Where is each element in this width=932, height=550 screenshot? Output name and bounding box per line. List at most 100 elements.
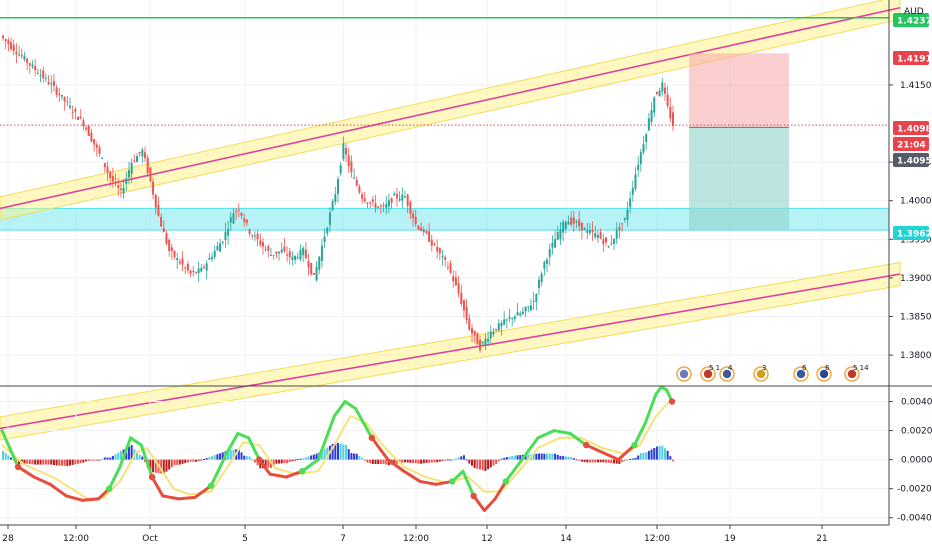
short-position-tool[interactable]: [689, 53, 789, 231]
fast-oscillator-line: [193, 484, 213, 499]
time-axis[interactable]: 28 12:00 Oct 5 7 12:00 12 14 12:00 19 21: [2, 525, 828, 544]
histogram-bar: [36, 459, 39, 465]
histogram-bar: [165, 459, 168, 472]
candle-body: [586, 229, 589, 233]
histogram-bar: [610, 459, 613, 464]
candle-body: [449, 262, 452, 273]
histogram-bar: [66, 459, 69, 467]
candle-body: [111, 176, 114, 182]
oscillator-tick-label: -0.0040: [897, 514, 932, 524]
candle-body: [232, 213, 235, 224]
oscillator-pane[interactable]: [0, 385, 889, 525]
candle-body: [393, 193, 396, 196]
candle-body: [390, 198, 393, 203]
candle-body: [524, 307, 527, 312]
histogram-bar: [425, 459, 428, 463]
crossover-dot: [256, 456, 263, 463]
candle-body: [18, 54, 21, 56]
histogram-bar: [519, 455, 522, 460]
candle-body: [337, 179, 339, 195]
histogram-bar: [401, 459, 404, 463]
candle-body: [294, 255, 297, 261]
candle-body: [85, 127, 88, 130]
candle-body: [326, 227, 329, 234]
histogram-bar: [551, 453, 554, 460]
candle-body: [379, 205, 382, 207]
candle-body: [245, 219, 248, 224]
histogram-bar: [58, 459, 61, 466]
candle-body: [178, 261, 181, 264]
fast-oscillator-line: [129, 436, 143, 447]
histogram-bar: [457, 457, 460, 460]
price-label-tag: [893, 137, 929, 151]
candle-body: [374, 203, 377, 208]
candle-body: [358, 186, 361, 193]
time-tick-label: 14: [560, 534, 572, 544]
candle-body: [170, 247, 173, 252]
candle-body: [138, 152, 141, 154]
time-tick-label: 7: [340, 534, 346, 544]
candle-body: [224, 231, 227, 240]
histogram-bar: [211, 456, 214, 460]
histogram-bar: [144, 459, 147, 463]
candle-body: [471, 328, 473, 334]
histogram-bar: [412, 459, 415, 464]
candle-body: [618, 227, 621, 231]
histogram-bar: [18, 459, 21, 465]
candle-body: [605, 237, 607, 243]
support-zone-rect[interactable]: [0, 208, 889, 231]
time-tick-label: 5: [242, 534, 248, 544]
candle-body: [366, 202, 369, 204]
histogram-bar: [194, 459, 197, 462]
histogram-bar: [438, 459, 441, 462]
oscillator-histogram: [2, 442, 674, 474]
candle-body: [404, 196, 406, 198]
histogram-bar: [176, 459, 179, 465]
channel-midline[interactable]: [0, 273, 901, 430]
candle-body: [267, 246, 270, 251]
histogram-bar: [666, 450, 669, 460]
time-tick-label: 19: [724, 534, 736, 544]
histogram-bar: [173, 459, 176, 466]
oscillator-axis[interactable]: 0.0040 0.0020 0.0000 -0.0020 -0.0040: [889, 398, 932, 524]
histogram-bar: [653, 448, 656, 460]
histogram-bar: [358, 456, 361, 460]
candle-body: [55, 87, 58, 95]
histogram-bar: [645, 452, 648, 460]
candle-body: [12, 44, 15, 52]
candle-body: [165, 233, 168, 244]
histogram-bar: [320, 450, 323, 460]
price-label-tag: [893, 226, 929, 240]
position-risk-area[interactable]: [689, 53, 789, 128]
histogram-bar: [280, 459, 283, 464]
candle-body: [658, 90, 661, 97]
fast-oscillator-line: [616, 443, 636, 462]
candle-body: [235, 211, 238, 213]
fast-oscillator-line: [332, 400, 347, 418]
position-reward-area[interactable]: [689, 127, 789, 231]
horizontal-levels[interactable]: [0, 16, 889, 126]
histogram-bar: [473, 459, 476, 469]
candle-body: [350, 161, 353, 173]
time-tick-label: 12: [481, 534, 492, 544]
event-flag-icon: [722, 369, 732, 379]
crossover-dot: [298, 468, 306, 475]
candle-body: [446, 266, 449, 268]
fast-oscillator-line: [402, 469, 422, 483]
fast-oscillator-line: [64, 494, 84, 502]
fast-oscillator-line: [418, 479, 438, 486]
candle-body: [34, 65, 37, 71]
candle-body: [532, 301, 535, 303]
candle-body: [203, 266, 205, 268]
histogram-bar: [44, 459, 47, 465]
histogram-bar: [7, 455, 10, 460]
histogram-bar: [495, 459, 498, 464]
histogram-bar: [471, 459, 473, 466]
histogram-bar: [621, 459, 624, 463]
histogram-bar: [77, 459, 80, 464]
histogram-bar: [291, 459, 294, 462]
candle-body: [613, 238, 616, 244]
